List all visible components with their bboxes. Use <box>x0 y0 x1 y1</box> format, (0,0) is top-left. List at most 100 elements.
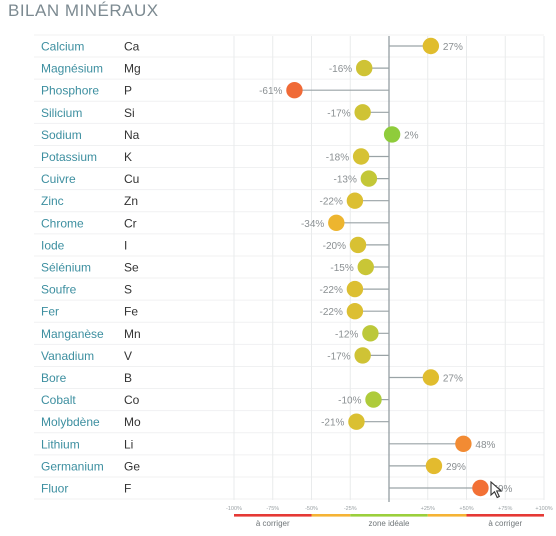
lollipop-dot <box>365 391 382 408</box>
zone-label: à corriger <box>488 519 522 528</box>
mineral-name: Zinc <box>41 194 64 208</box>
value-label: -20% <box>323 241 346 252</box>
mineral-symbol: Mo <box>124 415 141 429</box>
tick-label: -100% <box>226 506 242 512</box>
mouse-cursor-icon <box>490 481 503 499</box>
value-label: -17% <box>327 108 350 119</box>
value-label: -22% <box>320 197 343 208</box>
lollipop-dot <box>356 59 373 77</box>
page-title: BILAN MINÉRAUX <box>8 1 159 20</box>
lollipop-dot <box>352 148 370 165</box>
mineral-name: Phosphore <box>41 84 99 98</box>
value-label: 59% <box>492 484 512 495</box>
value-label: 27% <box>443 374 463 385</box>
tick-label: +75% <box>498 506 512 512</box>
value-label: -18% <box>326 153 349 164</box>
mineral-symbol: B <box>124 371 132 385</box>
lollipop-dot <box>346 280 364 298</box>
mineral-name: Lithium <box>41 437 80 451</box>
lollipop-dot <box>422 37 440 55</box>
zone-bar <box>311 514 351 517</box>
mineral-symbol: Li <box>124 437 133 451</box>
mineral-symbol: Na <box>124 128 140 142</box>
mineral-name: Bore <box>41 371 67 385</box>
mineral-symbol: Ca <box>124 40 140 54</box>
lollipop-dot <box>354 347 371 364</box>
lollipop-dot <box>346 192 364 209</box>
mineral-symbol: Ge <box>124 459 140 473</box>
lollipop-dot <box>328 214 345 231</box>
value-label: -22% <box>320 307 343 318</box>
mineral-symbol: Mg <box>124 62 141 76</box>
value-label: 2% <box>404 130 419 141</box>
value-label: 29% <box>446 462 466 473</box>
value-label: -13% <box>333 175 356 186</box>
zone-label: à corriger <box>256 519 290 528</box>
mineral-symbol: Co <box>124 393 140 407</box>
lollipop-dot <box>349 236 367 254</box>
lollipop-dot <box>422 369 440 386</box>
lollipop-dot <box>348 413 365 430</box>
value-label: -21% <box>321 418 344 429</box>
value-label: -17% <box>327 351 350 362</box>
value-label: -12% <box>335 329 358 340</box>
mineral-name: Cuivre <box>41 172 76 186</box>
mineral-name: Sodium <box>41 128 82 142</box>
tick-label: +50% <box>459 506 473 512</box>
value-label: -22% <box>320 285 343 296</box>
value-label: 48% <box>475 440 495 451</box>
value-label: -34% <box>301 219 324 230</box>
mineral-name: Manganèse <box>41 327 104 341</box>
mineral-symbol: Mn <box>124 327 141 341</box>
tick-label: +100% <box>535 506 552 512</box>
mineral-symbol: Fe <box>124 305 138 319</box>
lollipop-dot <box>425 457 443 475</box>
lollipop-dot <box>383 126 401 143</box>
lollipop-dot <box>455 435 472 452</box>
zone-bar <box>466 514 544 517</box>
mineral-name: Fer <box>41 305 59 319</box>
mineral-name: Silicium <box>41 106 82 120</box>
mineral-symbol: F <box>124 482 131 496</box>
mineral-symbol: S <box>124 283 132 297</box>
value-label: 27% <box>443 42 463 53</box>
mineral-name: Molybdène <box>41 415 100 429</box>
lollipop-chart: Calcium Ca 27% Magnésium Mg -16% Phosphore P -61… <box>34 34 553 528</box>
mineral-name: Potassium <box>41 150 97 164</box>
mineral-symbol: Cu <box>124 172 139 186</box>
mineral-name: Magnésium <box>41 62 103 76</box>
lollipop-dot <box>354 104 371 121</box>
tick-label: +25% <box>421 506 435 512</box>
zone-label: zone idéale <box>369 519 410 528</box>
lollipop-dot <box>472 479 489 497</box>
mineral-name: Chrome <box>41 216 84 230</box>
value-label: -10% <box>338 396 361 407</box>
value-label: -15% <box>330 263 353 274</box>
lollipop-dot <box>362 325 379 342</box>
mineral-name: Fluor <box>41 482 68 496</box>
tick-label: -75% <box>266 506 279 512</box>
value-label: -61% <box>259 86 282 97</box>
lollipop-dot <box>360 170 378 187</box>
mineral-name: Soufre <box>41 283 77 297</box>
value-label: -16% <box>329 64 352 75</box>
mineral-name: Sélénium <box>41 261 91 275</box>
zone-bar <box>427 514 467 517</box>
mineral-symbol: V <box>124 349 132 363</box>
mineral-symbol: Cr <box>124 216 137 230</box>
lollipop-dot <box>346 303 364 320</box>
mineral-symbol: Zn <box>124 194 138 208</box>
mineral-symbol: Se <box>124 261 139 275</box>
mineral-name: Calcium <box>41 40 84 54</box>
lollipop-dot <box>286 82 303 99</box>
zone-bar <box>350 514 428 517</box>
zone-bar <box>234 514 312 517</box>
mineral-name: Iode <box>41 238 65 252</box>
chart-panel: Calcium Ca 27% Magnésium Mg -16% Phosphore P -61… <box>22 30 556 536</box>
mineral-symbol: P <box>124 84 132 98</box>
mineral-symbol: Si <box>124 106 135 120</box>
mineral-symbol: K <box>124 150 132 164</box>
tick-label: -25% <box>344 506 357 512</box>
mineral-symbol: I <box>124 238 127 252</box>
lollipop-dot <box>357 258 374 276</box>
